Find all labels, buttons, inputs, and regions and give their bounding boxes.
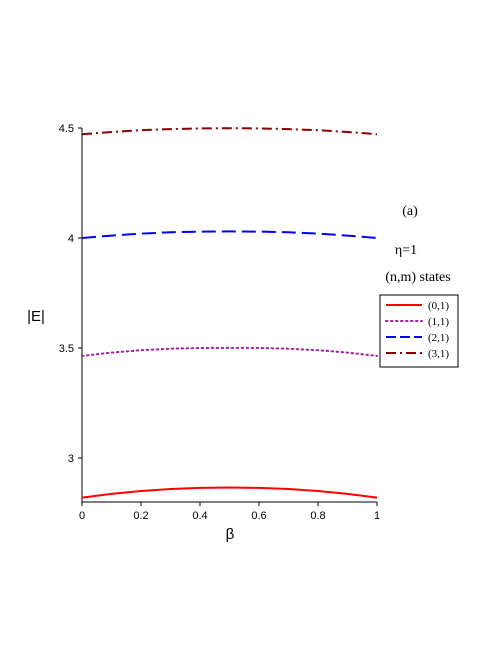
legend-label-1: (1,1) — [428, 316, 449, 328]
x-tick-label: 0.8 — [310, 510, 325, 522]
y-tick-label: 3.5 — [59, 343, 74, 355]
legend-label-3: (3,1) — [428, 348, 449, 360]
axes — [81, 128, 377, 503]
x-tick-label: 0.4 — [192, 510, 207, 522]
panel-label: (a) — [402, 204, 418, 219]
x-tick-label: 1 — [374, 510, 380, 522]
series-line-3 — [81, 127, 378, 136]
y-tick-label: 3 — [68, 453, 74, 465]
ticks: 0 0.2 0.4 0.6 0.8 1 3 3.5 4 4.5 — [59, 123, 380, 522]
legend: (0,1) (1,1) (2,1) (3,1) — [379, 294, 459, 368]
legend-label-0: (0,1) — [428, 300, 449, 312]
series-line-0 — [81, 486, 378, 499]
y-tick-label: 4.5 — [59, 123, 74, 135]
series-line-1 — [81, 346, 378, 357]
states-annotation: (n,m) states — [385, 270, 450, 285]
series-lines — [81, 127, 378, 499]
y-axis-title: |E| — [27, 308, 45, 325]
x-tick-label: 0.2 — [133, 510, 148, 522]
legend-label-2: (2,1) — [428, 332, 449, 344]
x-axis-title: β — [226, 526, 235, 543]
x-tick-label: 0.6 — [251, 510, 266, 522]
eta-annotation: η=1 — [395, 243, 417, 258]
x-tick-label: 0 — [79, 510, 85, 522]
y-tick-label: 4 — [68, 233, 74, 245]
series-line-2 — [81, 230, 378, 239]
legend-box — [379, 294, 459, 368]
